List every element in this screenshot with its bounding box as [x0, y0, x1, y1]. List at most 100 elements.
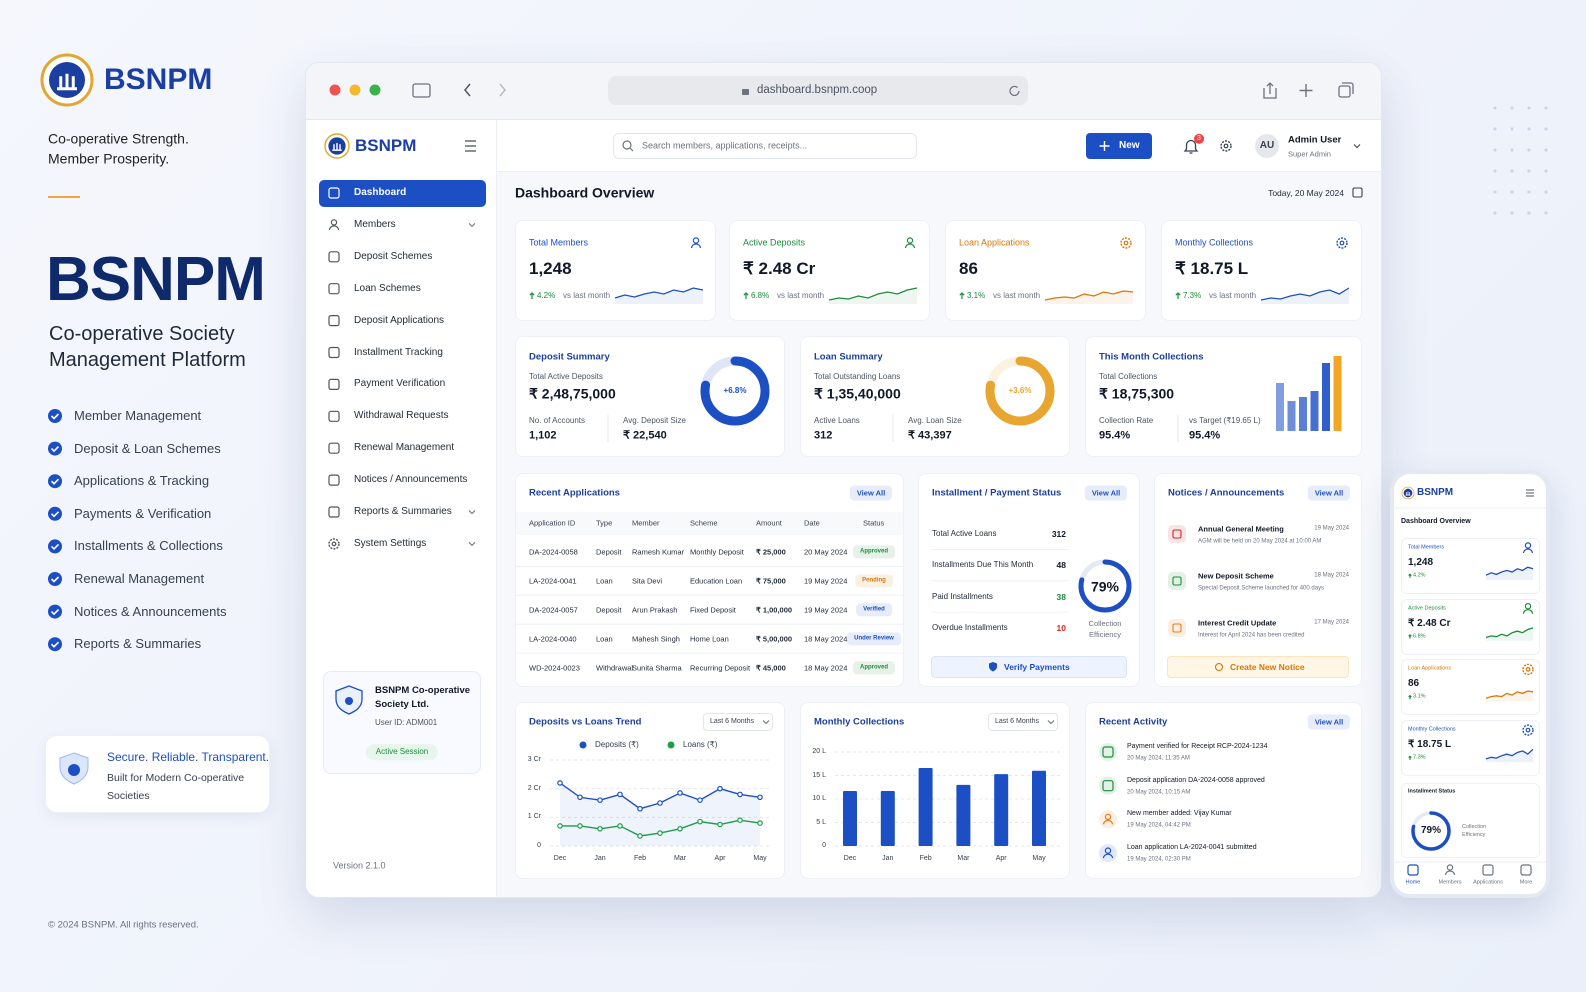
nav-item[interactable]: System Settings [354, 537, 427, 549]
mobile-kpi-label: Active Deposits [1408, 605, 1446, 612]
kpi-value: ₹ 2.48 Cr [743, 258, 816, 278]
verify-button-label[interactable]: Verify Payments [1004, 661, 1070, 672]
create-notice-label[interactable]: Create New Notice [1230, 661, 1305, 672]
nav-item[interactable]: Installment Tracking [354, 346, 443, 358]
kpi-label: Monthly Collections [1175, 237, 1254, 248]
notice-title: New Deposit Scheme [1198, 571, 1274, 581]
mobile-kpi-change: 3.1% [1413, 694, 1426, 701]
nav-item[interactable]: Deposit Schemes [354, 250, 433, 262]
mobile-kpi-card [1401, 598, 1540, 655]
table-cell: Fixed Deposit [690, 605, 736, 615]
efficiency-label: Collection Efficiency [1088, 619, 1122, 639]
kpi-label: Active Deposits [743, 237, 806, 248]
range-filter[interactable] [988, 713, 1058, 731]
nav-item[interactable]: Renewal Management [354, 442, 455, 454]
search-box[interactable] [613, 133, 917, 159]
kpi-compare: vs last month [563, 291, 611, 301]
status-value: 10 [1056, 622, 1066, 633]
table-cell: Ramesh Kumar [632, 547, 685, 557]
mobile-kpi-value: 1,248 [1408, 557, 1434, 568]
view-all[interactable]: View All [1307, 485, 1351, 501]
table-cell: 20 May 2024 [804, 547, 848, 557]
table-cell: 18 May 2024 [804, 663, 848, 673]
nav-item[interactable]: Reports & Summaries [354, 506, 452, 517]
sidebar-brand: BSNPM [355, 135, 417, 155]
check-icon [50, 543, 60, 551]
table-header [516, 512, 903, 535]
table-header-cell: Member [632, 518, 660, 528]
url-bar [608, 76, 1028, 105]
table-cell: ₹ 1,00,000 [756, 605, 793, 615]
activity-card [1085, 702, 1362, 879]
new-button[interactable] [1086, 133, 1152, 159]
decor-dot [1510, 211, 1514, 215]
nav-item[interactable]: Withdrawal Requests [354, 410, 449, 422]
notification-badge[interactable]: 3 [1194, 133, 1204, 145]
tagline: Member Prosperity. [48, 150, 170, 167]
kpi-change: 4.2% [537, 291, 556, 301]
summary-total-label: Total Outstanding Loans [814, 372, 901, 382]
mobile-kpi-label: Loan Applications [1408, 666, 1452, 673]
range-filter[interactable] [703, 713, 773, 731]
feature: Renewal Management [74, 571, 205, 587]
status-value: 312 [1051, 528, 1066, 539]
nav-item[interactable]: Dashboard [354, 187, 407, 198]
table-cell: Sita Devi [632, 576, 663, 586]
kpi-label: Loan Applications [959, 237, 1030, 248]
mobile-nav-item[interactable]: Home [1405, 879, 1421, 886]
kpi-change: 6.8% [751, 291, 770, 301]
mobile-nav-item[interactable]: Applications [1473, 879, 1503, 886]
y-tick-label: 15 L [812, 771, 826, 779]
url: dashboard.bsnpm.coop [757, 84, 878, 97]
table-cell: LA-2024-0041 [529, 576, 577, 586]
nav-item[interactable]: Deposit Applications [354, 314, 445, 326]
check-icon [48, 409, 62, 423]
user-name: Admin User [1288, 134, 1342, 146]
notice-title: Annual General Meeting [1198, 524, 1284, 534]
feature: Payments & Verification [74, 506, 212, 521]
nav-item[interactable]: Members [354, 218, 396, 230]
notice-text: AGM will be held on 20 May 2024 at 10:00… [1198, 538, 1322, 545]
decor-dot [1544, 190, 1548, 194]
hero-title: BSNPM [46, 244, 266, 314]
y-tick-label: 5 L [816, 818, 826, 826]
table-cell: Monthly Deposit [690, 547, 744, 557]
status-label: Paid Installments [932, 591, 993, 601]
y-tick-label: 1 Cr [527, 813, 541, 821]
chart-card [800, 702, 1070, 879]
mobile-kpi-value: ₹ 2.48 Cr [1408, 617, 1451, 629]
summary-stat-label: vs Target (₹19.65 L) [1189, 416, 1261, 426]
nav-item[interactable]: Notices / Announcements [354, 474, 468, 486]
summary-stat-label: No. of Accounts [529, 416, 586, 426]
verify-button[interactable] [931, 656, 1127, 678]
new-button-label[interactable]: New [1119, 140, 1140, 151]
decor-dot [1493, 190, 1497, 194]
mobile-nav-item[interactable]: More [1519, 879, 1533, 886]
decor-dot [1510, 127, 1514, 131]
view-all[interactable]: View All [1307, 714, 1351, 730]
range-filter-label[interactable]: Last 6 Months [995, 717, 1039, 725]
status-badge: Pending [855, 574, 893, 588]
nav-active[interactable] [319, 180, 486, 207]
nav-item[interactable]: Payment Verification [354, 378, 446, 390]
summary-stat-value: 95.4% [1189, 429, 1221, 442]
decor-dot [1544, 127, 1548, 131]
create-notice-button[interactable] [1167, 656, 1349, 678]
status-value: 38 [1056, 591, 1066, 602]
decor-dot [1510, 148, 1514, 152]
kpi-card [945, 220, 1146, 321]
view-all[interactable]: View All [1084, 485, 1128, 501]
x-tick-label: Apr [714, 854, 726, 862]
check-icon [48, 637, 62, 652]
range-filter-label[interactable]: Last 6 Months [710, 717, 754, 725]
table-cell: Loan [596, 576, 613, 586]
nav-item[interactable]: Loan Schemes [354, 282, 421, 294]
view-all[interactable]: View All [849, 485, 893, 501]
legend-label: Deposits (₹) [595, 740, 639, 750]
kpi-card [729, 220, 930, 321]
y-tick-label: 0 [537, 841, 541, 849]
mobile-nav-item[interactable]: Members [1438, 879, 1462, 886]
check-icon [50, 511, 60, 518]
mobile-efficiency-label: Collection Efficiency [1462, 824, 1487, 838]
notice-date: 18 May 2024 [1314, 572, 1349, 579]
